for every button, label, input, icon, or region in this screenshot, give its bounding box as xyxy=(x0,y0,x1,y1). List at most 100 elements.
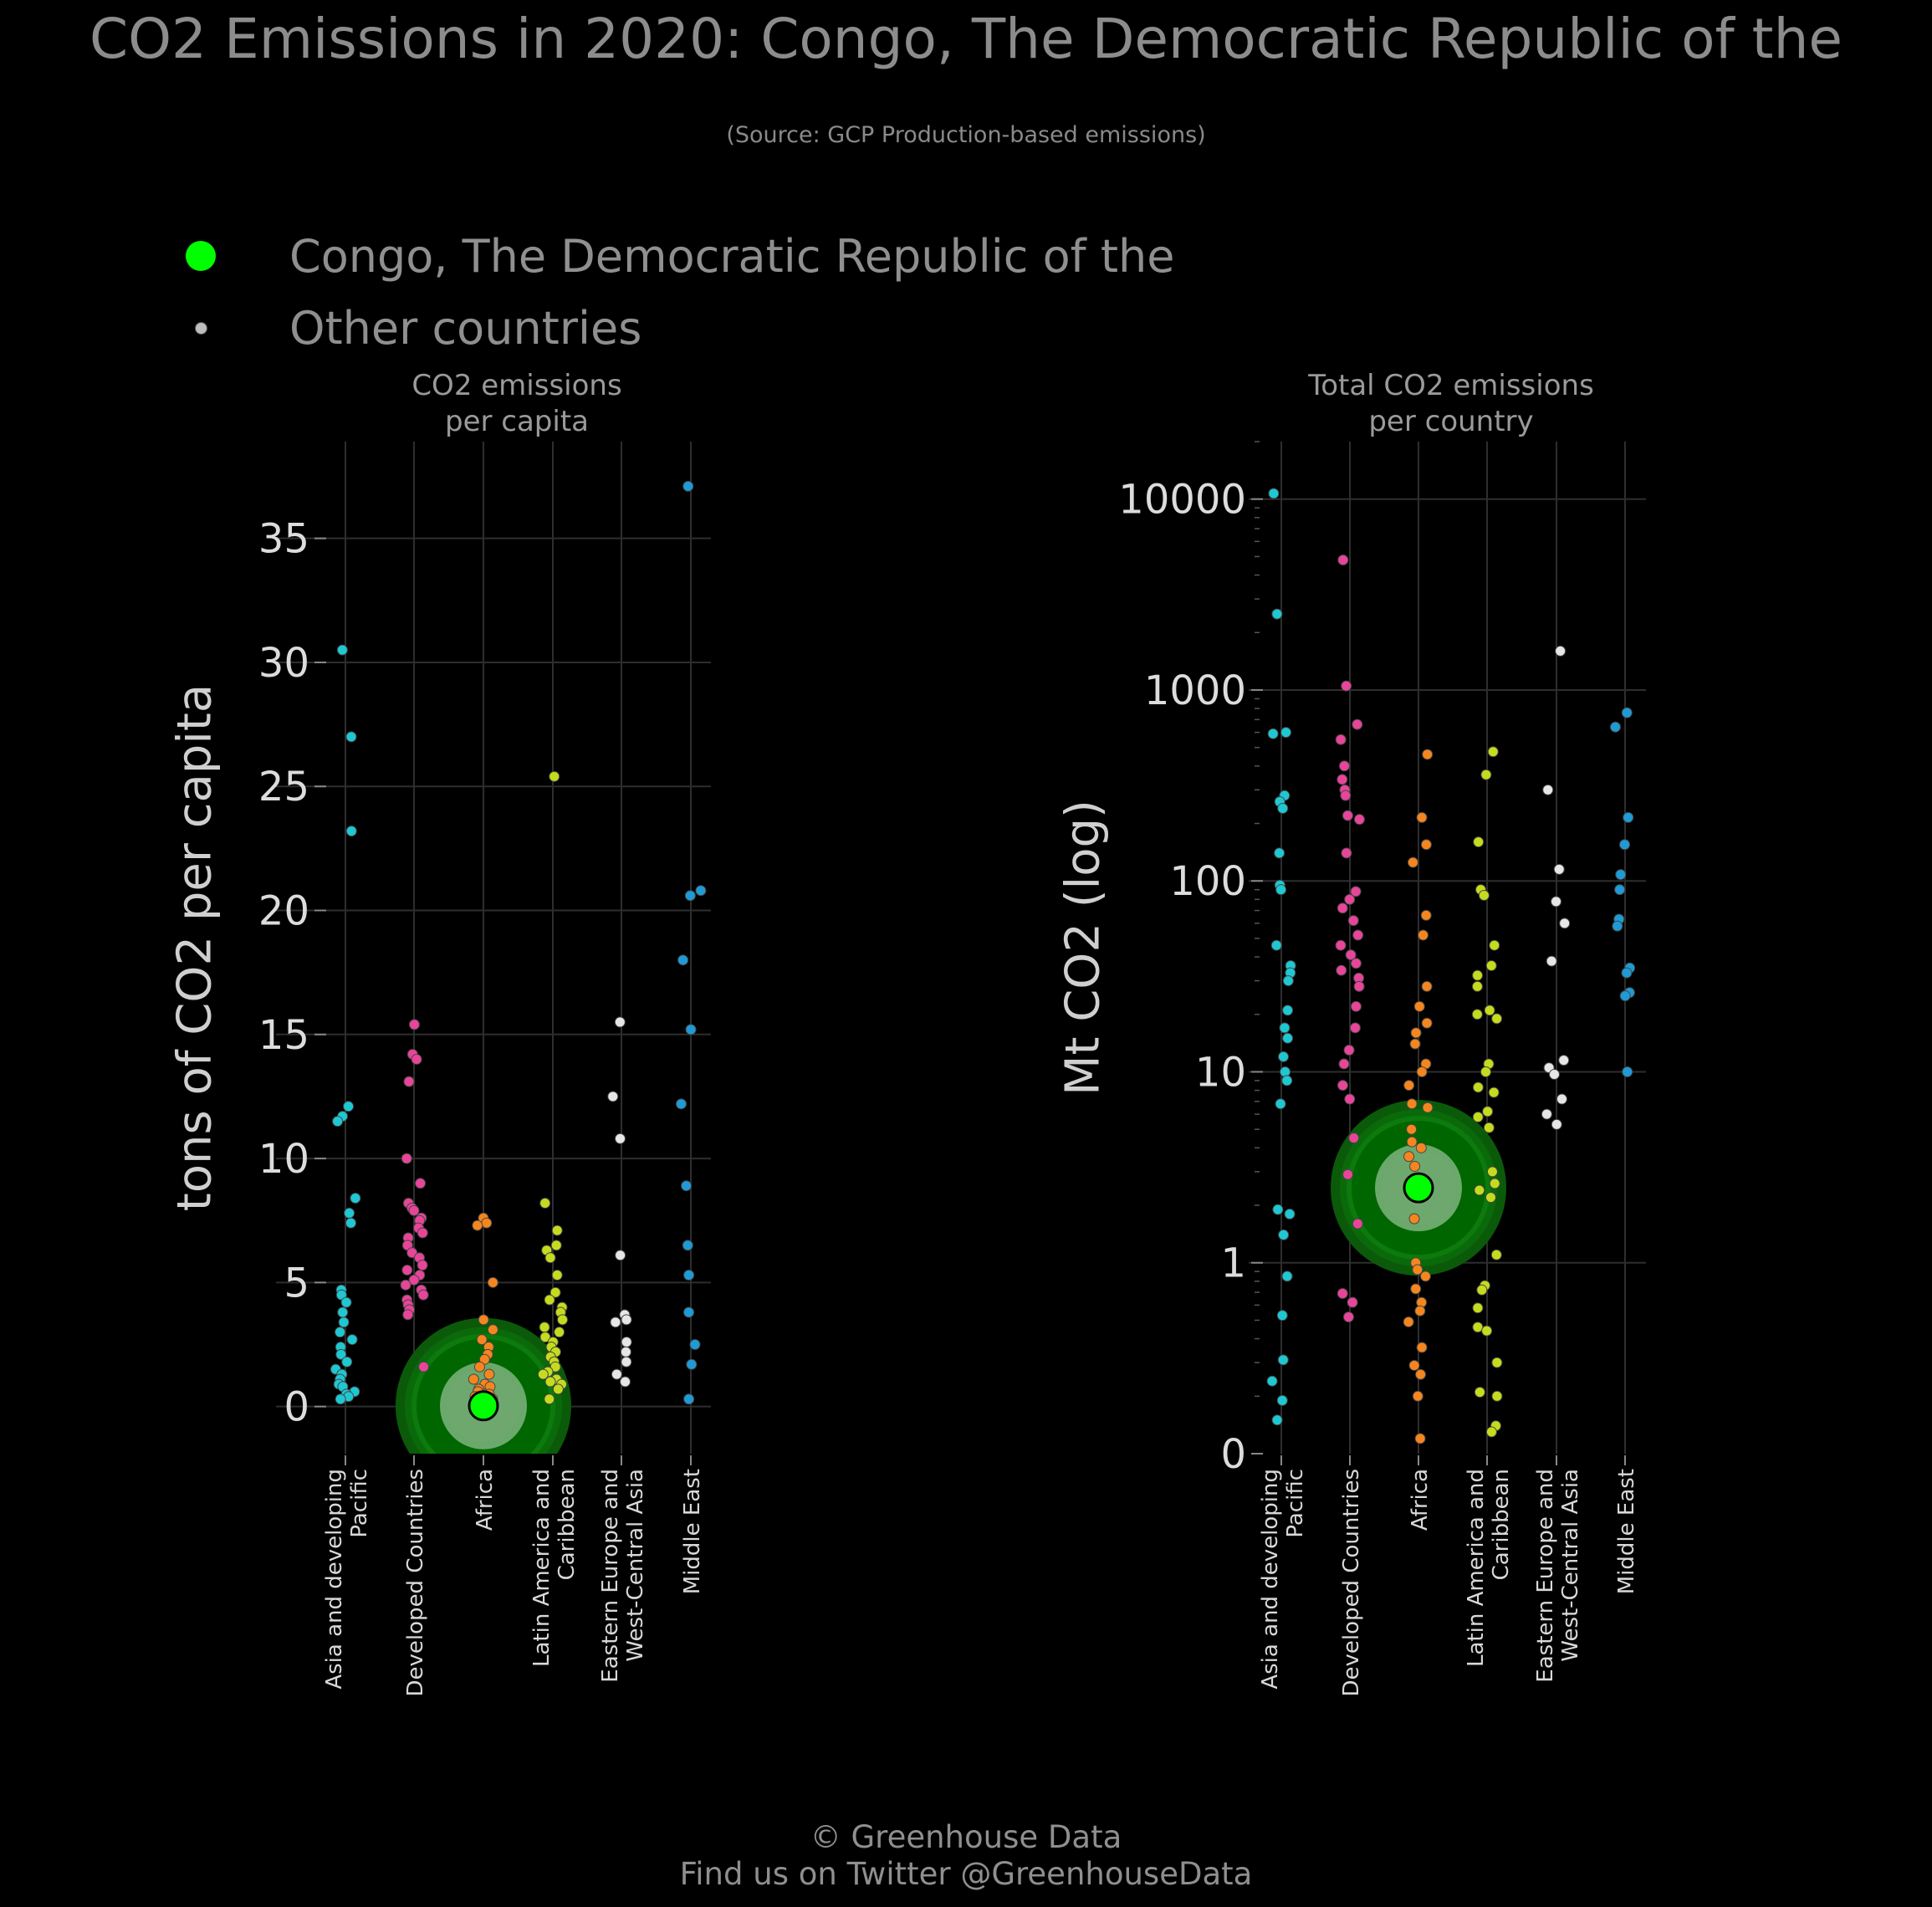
y-tick-label: 5 xyxy=(284,1260,309,1306)
data-point xyxy=(1342,1311,1354,1323)
data-point xyxy=(336,644,348,656)
data-point xyxy=(1481,1325,1493,1337)
data-point xyxy=(1489,1178,1500,1189)
data-point xyxy=(1275,1098,1286,1110)
x-tick-label: Middle East xyxy=(1614,1469,1639,1594)
data-point xyxy=(1555,645,1567,657)
data-point xyxy=(1284,1208,1296,1219)
data-point xyxy=(1337,902,1348,914)
data-point xyxy=(1415,1368,1427,1380)
footer-twitter: Find us on Twitter @GreenhouseData xyxy=(679,1856,1253,1892)
data-point xyxy=(620,1376,631,1388)
data-point xyxy=(1551,1118,1562,1130)
data-point xyxy=(544,1393,555,1405)
data-point xyxy=(549,1286,561,1298)
data-point xyxy=(1348,1132,1360,1144)
data-point xyxy=(1418,929,1429,941)
data-point xyxy=(683,1269,695,1281)
data-point xyxy=(1408,1359,1420,1371)
data-point xyxy=(1472,1302,1484,1314)
y-tick-label: 1 xyxy=(1220,1240,1246,1287)
data-point xyxy=(1350,1000,1362,1012)
data-point xyxy=(1342,810,1353,821)
legend-other-label: Other countries xyxy=(289,301,642,355)
data-point xyxy=(1472,1322,1484,1333)
data-point xyxy=(1409,1038,1421,1050)
data-point xyxy=(1414,1433,1426,1444)
data-point xyxy=(1472,969,1484,981)
data-point xyxy=(478,1314,489,1326)
data-point xyxy=(418,1361,430,1373)
data-point xyxy=(682,1240,693,1251)
x-tick-label-line: Eastern Europe and xyxy=(598,1469,623,1683)
data-point xyxy=(1337,774,1348,785)
data-point xyxy=(1615,869,1627,881)
y-tick-label: 100 xyxy=(1169,858,1246,905)
data-point xyxy=(544,1252,556,1264)
data-point xyxy=(1408,1213,1420,1224)
data-point xyxy=(1340,790,1352,801)
data-point xyxy=(1342,1168,1354,1180)
data-point xyxy=(615,1250,626,1261)
data-point xyxy=(1553,863,1565,875)
data-point xyxy=(1621,967,1633,979)
x-tick-label-line: Middle East xyxy=(1614,1469,1639,1594)
data-point xyxy=(1272,1204,1284,1215)
data-point xyxy=(1422,749,1434,760)
x-tick-label-line: Pacific xyxy=(1283,1469,1308,1538)
data-point xyxy=(615,1132,626,1144)
data-point xyxy=(1335,734,1347,745)
y-tick-label: 20 xyxy=(258,888,309,935)
data-point xyxy=(683,1393,695,1405)
x-tick-label: Africa xyxy=(1408,1469,1433,1531)
y-tick-label: 25 xyxy=(258,764,309,810)
data-point xyxy=(1489,939,1500,951)
data-point xyxy=(417,1227,428,1239)
data-point xyxy=(1341,680,1352,692)
x-tick-label-line: Caribbean xyxy=(1489,1469,1514,1580)
data-point xyxy=(1278,1229,1290,1240)
data-point xyxy=(1352,929,1364,941)
data-point xyxy=(1474,1386,1485,1398)
data-point xyxy=(472,1219,483,1231)
data-point xyxy=(1621,707,1633,718)
data-point xyxy=(1551,896,1562,907)
data-point xyxy=(1619,990,1631,1002)
data-point xyxy=(1337,1288,1348,1300)
data-point xyxy=(1612,920,1623,932)
data-point xyxy=(340,1296,352,1308)
data-point xyxy=(1280,1066,1291,1077)
data-point xyxy=(1406,1136,1418,1148)
x-tick-label-line: Middle East xyxy=(680,1469,705,1594)
data-point xyxy=(1416,1066,1428,1077)
y-tick-label: 10000 xyxy=(1118,477,1246,524)
data-point xyxy=(1276,1310,1288,1322)
data-point xyxy=(1421,1017,1433,1029)
highlight-point xyxy=(1403,1172,1434,1204)
x-tick-label-line: Latin America and xyxy=(529,1469,555,1667)
data-point xyxy=(417,1260,428,1271)
data-point xyxy=(681,1180,693,1192)
x-tick-label: Latin America and Caribbean xyxy=(1464,1469,1514,1667)
y-tick-label: 10 xyxy=(1195,1049,1246,1096)
data-point xyxy=(1623,811,1634,823)
data-point xyxy=(1347,1296,1358,1308)
data-point xyxy=(1622,1066,1633,1077)
data-point xyxy=(686,1358,698,1370)
x-tick-label: Africa xyxy=(473,1469,498,1531)
legend-other-marker xyxy=(194,321,207,335)
data-point xyxy=(1609,721,1621,733)
panel-title-per-capita-text: CO2 emissions per capita xyxy=(411,369,622,438)
x-tick-label-line: Asia and developing xyxy=(1258,1469,1283,1690)
data-point xyxy=(1473,836,1485,848)
data-point xyxy=(1344,893,1356,905)
data-point xyxy=(1491,1390,1503,1402)
data-point xyxy=(1338,1058,1350,1070)
data-point xyxy=(1485,1426,1497,1438)
x-tick-label: Asia and developing Pacific xyxy=(1258,1469,1308,1690)
data-point xyxy=(1542,784,1554,795)
data-point xyxy=(1485,1192,1496,1204)
data-point xyxy=(1282,1032,1294,1044)
legend-item-highlight: Congo, The Democratic Republic of the xyxy=(176,222,1174,289)
data-point xyxy=(1410,1283,1422,1295)
